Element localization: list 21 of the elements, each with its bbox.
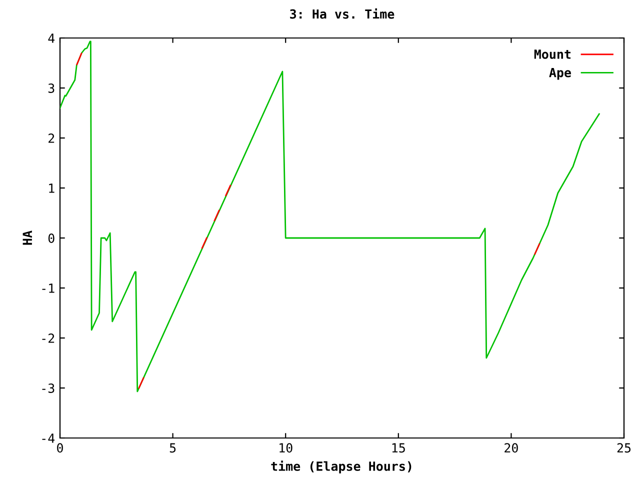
y-tick-label: -1: [42, 284, 54, 293]
x-tick-label: 0: [57, 443, 63, 453]
line-series: [60, 40, 600, 392]
x-axis-title: time (Elapse Hours): [271, 460, 412, 474]
y-axis-title: HA: [22, 230, 32, 245]
x-tick-label: 25: [617, 443, 631, 453]
y-tick-label: -3: [42, 384, 54, 393]
y-tick-label: -2: [42, 334, 54, 343]
y-tick-label: 0: [48, 234, 54, 243]
x-tick-label: 20: [504, 443, 518, 453]
y-tick-label: 1: [49, 184, 54, 193]
chart-title: 3: Ha vs. Time: [290, 8, 394, 19]
y-tick-label: 4: [48, 34, 55, 43]
x-tick-label: 15: [392, 443, 405, 453]
y-tick-label: 2: [48, 134, 54, 143]
y-tick-label: -4: [42, 434, 55, 443]
legend-label: Mount: [534, 50, 571, 59]
x-tick-label: 10: [280, 443, 292, 453]
y-tick-label: 3: [48, 84, 54, 93]
legend-label: Ape: [549, 68, 571, 80]
x-tick-label: 5: [170, 443, 176, 453]
